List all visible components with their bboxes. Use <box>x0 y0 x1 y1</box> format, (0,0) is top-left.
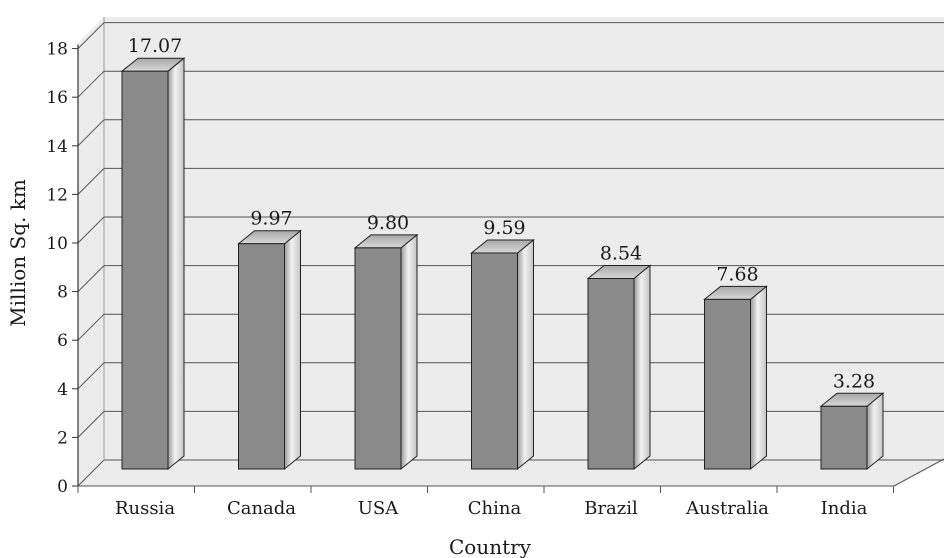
bar-australia <box>703 285 768 471</box>
y-tick-label: 8 <box>57 283 68 303</box>
data-label: 17.07 <box>128 35 182 57</box>
gridline-connector <box>77 119 105 147</box>
bar-side <box>167 57 185 471</box>
y-tick-label: 0 <box>57 477 68 497</box>
gridline-connector <box>77 362 105 390</box>
gridline-connector <box>77 459 105 487</box>
x-tick-label: Australia <box>685 498 769 519</box>
x-tick-labels: Russia Canada USA China Brazil Australia India <box>115 498 868 519</box>
bar-front <box>354 247 402 470</box>
bar-front <box>121 70 169 470</box>
gridline-connector <box>77 313 105 341</box>
gridline-connector <box>77 168 105 195</box>
data-label: 7.68 <box>716 263 758 285</box>
bar-front <box>704 298 751 470</box>
data-labels: 17.07 9.97 9.80 9.59 8.54 7.68 3.28 <box>128 35 875 392</box>
y-axis-title: Million Sq. km <box>6 179 30 327</box>
y-tick-label: 2 <box>57 428 68 448</box>
bar-canada <box>237 229 302 471</box>
x-tick-label: USA <box>358 498 400 519</box>
data-label: 9.97 <box>250 208 292 230</box>
gridline-connector <box>77 70 105 98</box>
bar-brazil <box>586 264 652 471</box>
x-tick-label: Brazil <box>584 498 638 519</box>
data-label: 9.80 <box>367 212 409 234</box>
gridline-connector <box>77 216 105 244</box>
x-tick-label: China <box>468 498 522 519</box>
y-tick-label: 4 <box>57 380 68 400</box>
data-label: 3.28 <box>833 370 875 392</box>
y-tick-label: 18 <box>46 40 68 60</box>
gridline-connector <box>77 411 105 438</box>
floor-right-edge <box>893 458 944 487</box>
bar-front <box>238 243 285 470</box>
x-tick-label: Canada <box>227 498 296 519</box>
y-tick-label: 12 <box>46 185 68 205</box>
axes <box>72 44 944 493</box>
bar-india <box>819 392 885 471</box>
bar-side <box>750 285 767 471</box>
bar-front <box>820 405 868 470</box>
bar-side <box>517 238 534 471</box>
bar-front <box>471 252 518 470</box>
gridline-connector <box>77 22 105 49</box>
bar-china <box>470 238 535 471</box>
data-label: 9.59 <box>483 217 525 239</box>
bar-side <box>400 233 418 471</box>
x-tick-label: India <box>821 498 868 519</box>
bars <box>120 57 885 471</box>
y-tick-label: 16 <box>46 88 68 108</box>
x-tick-label: Russia <box>115 498 175 519</box>
y-tick-label: 10 <box>46 234 68 254</box>
data-label: 8.54 <box>600 242 642 264</box>
bar-side <box>284 229 301 471</box>
gridline-connector <box>77 265 105 292</box>
x-axis-title: Country <box>449 535 532 558</box>
bar-front <box>587 277 635 470</box>
y-tick-label: 14 <box>46 137 68 157</box>
bar-russia <box>120 57 186 471</box>
bar-side <box>633 264 651 471</box>
bar-usa <box>353 233 419 471</box>
y-tick-label: 6 <box>57 331 68 351</box>
y-tick-labels: 0 2 4 6 8 10 12 14 16 18 <box>46 40 68 497</box>
